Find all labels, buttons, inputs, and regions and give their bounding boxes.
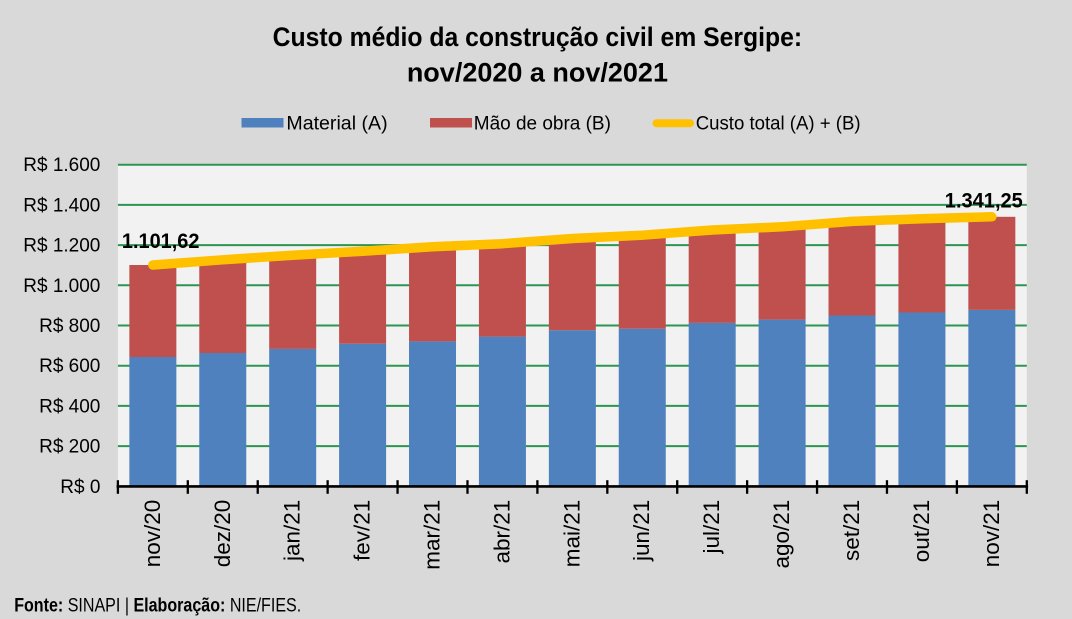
svg-text:mar/21: mar/21 xyxy=(420,500,445,570)
svg-text:R$ 1.600: R$ 1.600 xyxy=(23,155,100,176)
svg-text:1.101,62: 1.101,62 xyxy=(122,230,199,253)
svg-text:R$ 1.200: R$ 1.200 xyxy=(23,236,100,257)
svg-text:nov/20: nov/20 xyxy=(140,500,165,568)
svg-text:1.341,25: 1.341,25 xyxy=(945,189,1023,212)
svg-text:set/21: set/21 xyxy=(839,500,864,561)
svg-text:R$ 600: R$ 600 xyxy=(39,356,100,377)
svg-text:R$ 1.400: R$ 1.400 xyxy=(23,195,100,216)
svg-text:jan/21: jan/21 xyxy=(280,500,305,562)
svg-text:mai/21: mai/21 xyxy=(559,500,584,568)
svg-text:Fonte: SINAPI | Elaboração: NI: Fonte: SINAPI | Elaboração: NIE/FIES. xyxy=(14,595,301,617)
svg-text:R$ 1.000: R$ 1.000 xyxy=(23,276,100,297)
svg-text:nov/21: nov/21 xyxy=(979,500,1004,568)
svg-text:ago/21: ago/21 xyxy=(769,500,794,569)
svg-text:Custo médio da construção civi: Custo médio da construção civil em Sergi… xyxy=(273,22,803,52)
svg-text:jun/21: jun/21 xyxy=(629,500,654,562)
svg-text:jul/21: jul/21 xyxy=(699,500,724,555)
svg-text:out/21: out/21 xyxy=(909,500,934,563)
svg-text:R$ 0: R$ 0 xyxy=(60,477,100,498)
svg-text:fev/21: fev/21 xyxy=(350,500,375,561)
svg-text:abr/21: abr/21 xyxy=(489,500,514,564)
svg-text:R$ 200: R$ 200 xyxy=(39,437,100,458)
svg-text:Custo total (A) + (B): Custo total (A) + (B) xyxy=(696,113,861,134)
svg-text:dez/20: dez/20 xyxy=(210,500,235,568)
svg-text:R$ 400: R$ 400 xyxy=(39,396,100,417)
svg-text:Mão de obra (B): Mão de obra (B) xyxy=(474,113,611,134)
svg-text:nov/2020 a nov/2021: nov/2020 a nov/2021 xyxy=(407,57,668,87)
svg-text:R$ 800: R$ 800 xyxy=(39,316,100,337)
svg-text:Material (A): Material (A) xyxy=(286,113,387,134)
